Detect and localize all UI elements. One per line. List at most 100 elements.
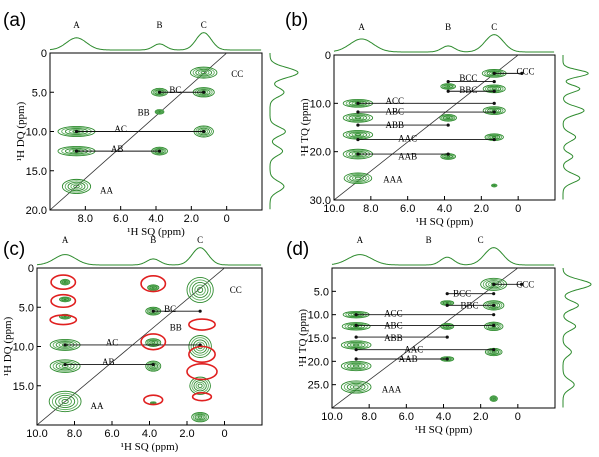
connector-dot <box>447 152 450 155</box>
peak-label: AC <box>106 338 119 348</box>
contour-line <box>190 280 211 300</box>
peak-label: BB <box>138 108 150 118</box>
projection-label: A <box>357 235 364 245</box>
projection-label: B <box>426 235 432 245</box>
projection-label: A <box>62 235 69 245</box>
peak-label: BC <box>169 85 181 95</box>
panel-label: (a) <box>3 10 26 31</box>
contour-peak <box>155 110 164 115</box>
connector-dot <box>199 310 202 313</box>
y-tick-label: 15.0 <box>26 166 47 178</box>
y-tick-label: 10.0 <box>26 127 47 139</box>
x-tick-label: 6.0 <box>104 428 119 440</box>
contour-peak <box>148 285 159 290</box>
connector-dot <box>493 110 496 113</box>
contour-peak <box>192 412 209 421</box>
connector-dot <box>202 91 205 94</box>
x-tick-label: 6.0 <box>399 411 414 423</box>
y-tick-label: 15.0 <box>13 381 34 393</box>
connector-dot <box>355 335 358 338</box>
contour-line <box>492 88 496 90</box>
y-tick-label: 5.0 <box>314 286 329 298</box>
contour-line <box>353 386 359 388</box>
y-tick-label: 20.0 <box>308 356 329 368</box>
y-tick-label: 10.0 <box>308 310 329 322</box>
contour-line <box>353 344 359 346</box>
connector-dot <box>158 150 161 153</box>
peak-label: CCC <box>517 66 535 76</box>
contour-line <box>355 134 361 136</box>
top-projection <box>50 33 261 50</box>
top-projection <box>334 35 554 52</box>
contour-peak <box>60 279 69 284</box>
connector-dot <box>493 90 496 93</box>
y-tick-label: 15.0 <box>308 333 329 345</box>
right-projection <box>270 53 298 209</box>
x-tick-label: 6.0 <box>400 203 415 215</box>
peak-label: AA <box>91 401 104 411</box>
y-tick-label: 0 <box>325 50 331 62</box>
x-tick-label: 2.0 <box>184 213 199 225</box>
projection-label: B <box>157 20 163 30</box>
peak-label: BCC <box>453 289 471 299</box>
connector-dot <box>492 292 495 295</box>
contour-peak <box>343 113 372 122</box>
peak-label: AA <box>100 185 113 195</box>
connector-dot <box>75 150 78 153</box>
plot-frame <box>334 55 555 200</box>
peak-label: AB <box>102 357 115 367</box>
x-tick-label: 0 <box>515 411 521 423</box>
top-projection <box>332 248 554 265</box>
connector-dot <box>446 335 449 338</box>
x-tick-label: 8.0 <box>362 411 377 423</box>
x-tick-label: 10.0 <box>321 411 342 423</box>
x-tick-label: 4.0 <box>437 203 452 215</box>
contour-line <box>159 111 161 112</box>
contour-line <box>198 384 202 387</box>
x-tick-label: 0 <box>224 213 230 225</box>
connector-dot <box>492 304 495 307</box>
contour-line <box>201 72 206 74</box>
peak-label: ABB <box>386 120 405 130</box>
connector-dot <box>493 72 496 75</box>
x-axis-label: ¹H SQ (ppm) <box>415 424 473 436</box>
x-axis-label: ¹H SQ (ppm) <box>121 441 179 452</box>
projection-label: A <box>73 20 80 30</box>
contour-peak <box>190 67 217 78</box>
connector-dot <box>356 102 359 105</box>
connector-dot <box>447 80 450 83</box>
x-tick-label: 4.0 <box>142 428 157 440</box>
y-axis-label: ¹H DQ (ppm) <box>15 101 27 161</box>
x-tick-label: 8.0 <box>67 428 82 440</box>
x-tick-label: 8.0 <box>363 203 378 215</box>
contour-line <box>64 316 66 317</box>
connector-dot <box>152 310 155 313</box>
connector-dot <box>64 343 67 346</box>
contour-line <box>344 173 372 184</box>
highlight-circle <box>189 319 215 330</box>
x-tick-label: 0 <box>221 428 227 440</box>
contour-line <box>198 416 201 418</box>
peak-label: CC <box>231 69 243 79</box>
connector-dot <box>356 152 359 155</box>
peak-label: BBC <box>461 300 479 310</box>
y-tick-label: 20.0 <box>26 205 47 217</box>
contour-line <box>446 303 449 304</box>
peak-label: AAA <box>383 175 403 185</box>
x-tick-label: 8.0 <box>78 213 93 225</box>
top-projection <box>37 248 261 265</box>
x-axis-label: ¹H SQ (ppm) <box>416 216 474 228</box>
peak-label: BC <box>164 304 176 314</box>
panel-label: (b) <box>285 10 308 31</box>
peak-label: CC <box>230 285 242 295</box>
contour-peak <box>491 184 497 187</box>
peak-label: ACC <box>386 96 405 106</box>
contour-line <box>152 287 154 288</box>
connector-dot <box>75 130 78 133</box>
connector-dot <box>64 363 67 366</box>
contour-line <box>341 361 371 370</box>
right-projection <box>563 268 591 408</box>
